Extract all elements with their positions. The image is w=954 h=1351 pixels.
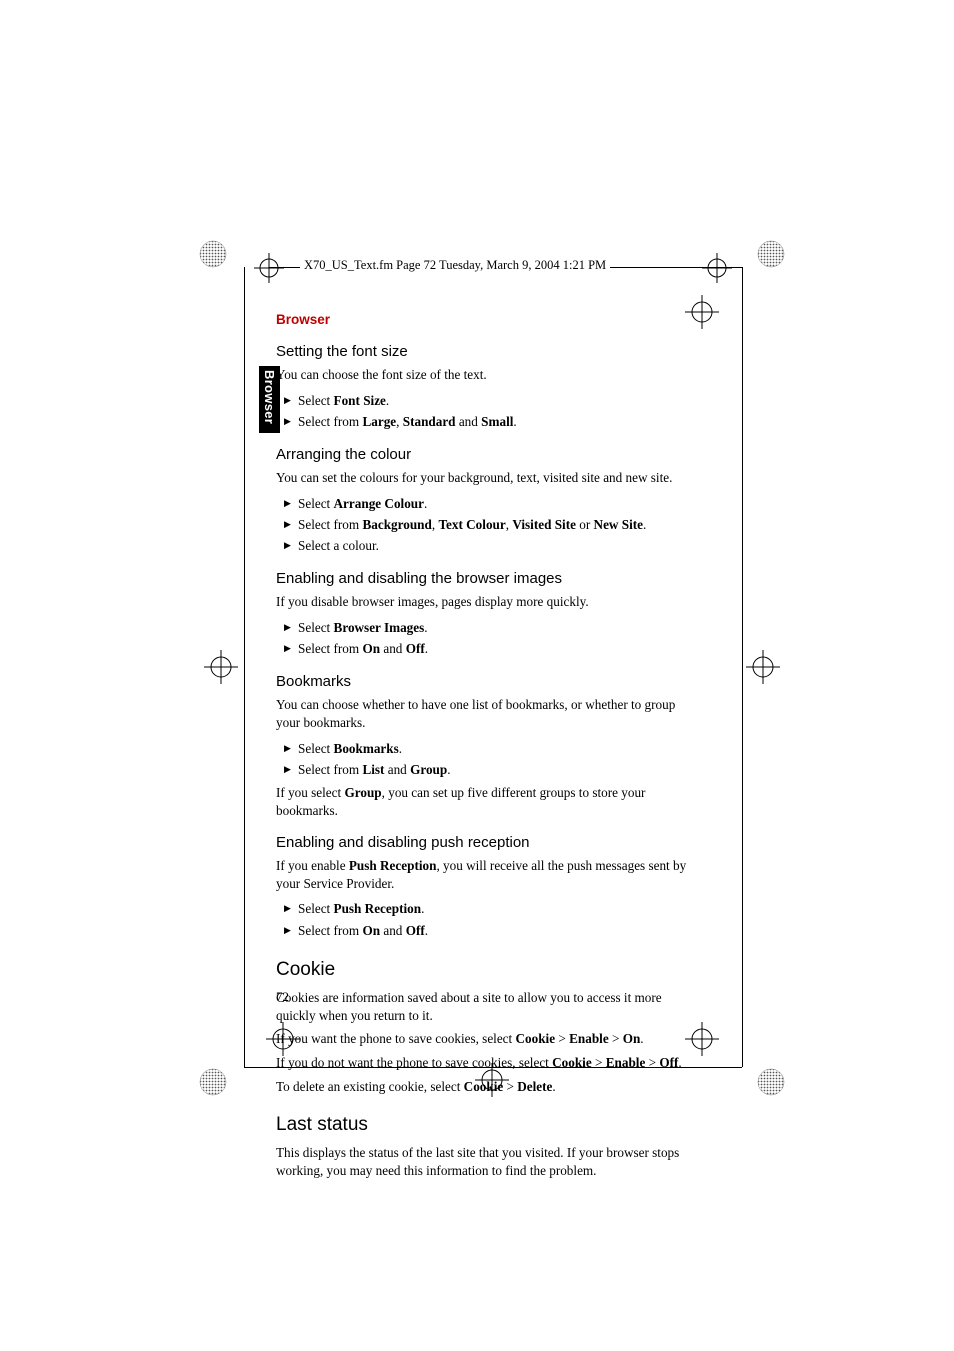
list-item: Select a colour.	[284, 535, 690, 556]
heading-cookie: Cookie	[276, 959, 690, 981]
body-text: Cookies are information saved about a si…	[276, 989, 690, 1025]
list-item: Select from Background, Text Colour, Vis…	[284, 514, 690, 535]
body-text: If you want the phone to save cookies, s…	[276, 1030, 690, 1048]
registration-mark-icon	[199, 240, 227, 268]
body-text: If you enable Push Reception, you will r…	[276, 857, 690, 893]
body-text: If you select Group, you can set up five…	[276, 784, 690, 820]
crosshair-icon	[254, 253, 284, 283]
body-text: If you do not want the phone to save coo…	[276, 1054, 690, 1072]
bullet-list: Select Push Reception. Select from On an…	[284, 898, 690, 940]
crosshair-icon	[204, 650, 238, 684]
list-item: Select from List and Group.	[284, 759, 690, 780]
heading-font-size: Setting the font size	[276, 343, 690, 360]
list-item: Select from On and Off.	[284, 920, 690, 941]
bullet-list: Select Browser Images. Select from On an…	[284, 617, 690, 659]
crosshair-icon	[685, 1022, 719, 1056]
registration-mark-icon	[199, 1068, 227, 1096]
body-text: To delete an existing cookie, select Coo…	[276, 1078, 690, 1096]
body-text: You can choose whether to have one list …	[276, 696, 690, 732]
body-text: You can set the colours for your backgro…	[276, 469, 690, 487]
crosshair-icon	[702, 253, 732, 283]
list-item: Select Browser Images.	[284, 617, 690, 638]
heading-browser-images: Enabling and disabling the browser image…	[276, 570, 690, 587]
bullet-list: Select Arrange Colour. Select from Backg…	[284, 493, 690, 556]
crosshair-icon	[685, 295, 719, 329]
body-text: You can choose the font size of the text…	[276, 366, 690, 384]
registration-mark-icon	[757, 1068, 785, 1096]
registration-mark-icon	[757, 240, 785, 268]
heading-bookmarks: Bookmarks	[276, 673, 690, 690]
list-item: Select from On and Off.	[284, 638, 690, 659]
list-item: Select Font Size.	[284, 390, 690, 411]
list-item: Select Bookmarks.	[284, 738, 690, 759]
frame-line	[244, 267, 245, 1067]
content: Browser Setting the font size You can ch…	[276, 312, 690, 1185]
page: X70_US_Text.fm Page 72 Tuesday, March 9,…	[0, 0, 954, 1351]
frame-line	[742, 267, 743, 1067]
page-number: 72	[276, 989, 289, 1005]
page-title: Browser	[276, 312, 690, 327]
heading-arrange-colour: Arranging the colour	[276, 446, 690, 463]
list-item: Select Push Reception.	[284, 898, 690, 919]
running-header: X70_US_Text.fm Page 72 Tuesday, March 9,…	[300, 258, 610, 273]
list-item: Select Arrange Colour.	[284, 493, 690, 514]
body-text: If you disable browser images, pages dis…	[276, 593, 690, 611]
bullet-list: Select Font Size. Select from Large, Sta…	[284, 390, 690, 432]
body-text: This displays the status of the last sit…	[276, 1144, 690, 1180]
sidebar-tab-label: Browser	[262, 370, 277, 424]
list-item: Select from Large, Standard and Small.	[284, 411, 690, 432]
heading-push: Enabling and disabling push reception	[276, 834, 690, 851]
crosshair-icon	[746, 650, 780, 684]
bullet-list: Select Bookmarks. Select from List and G…	[284, 738, 690, 780]
heading-last-status: Last status	[276, 1114, 690, 1136]
